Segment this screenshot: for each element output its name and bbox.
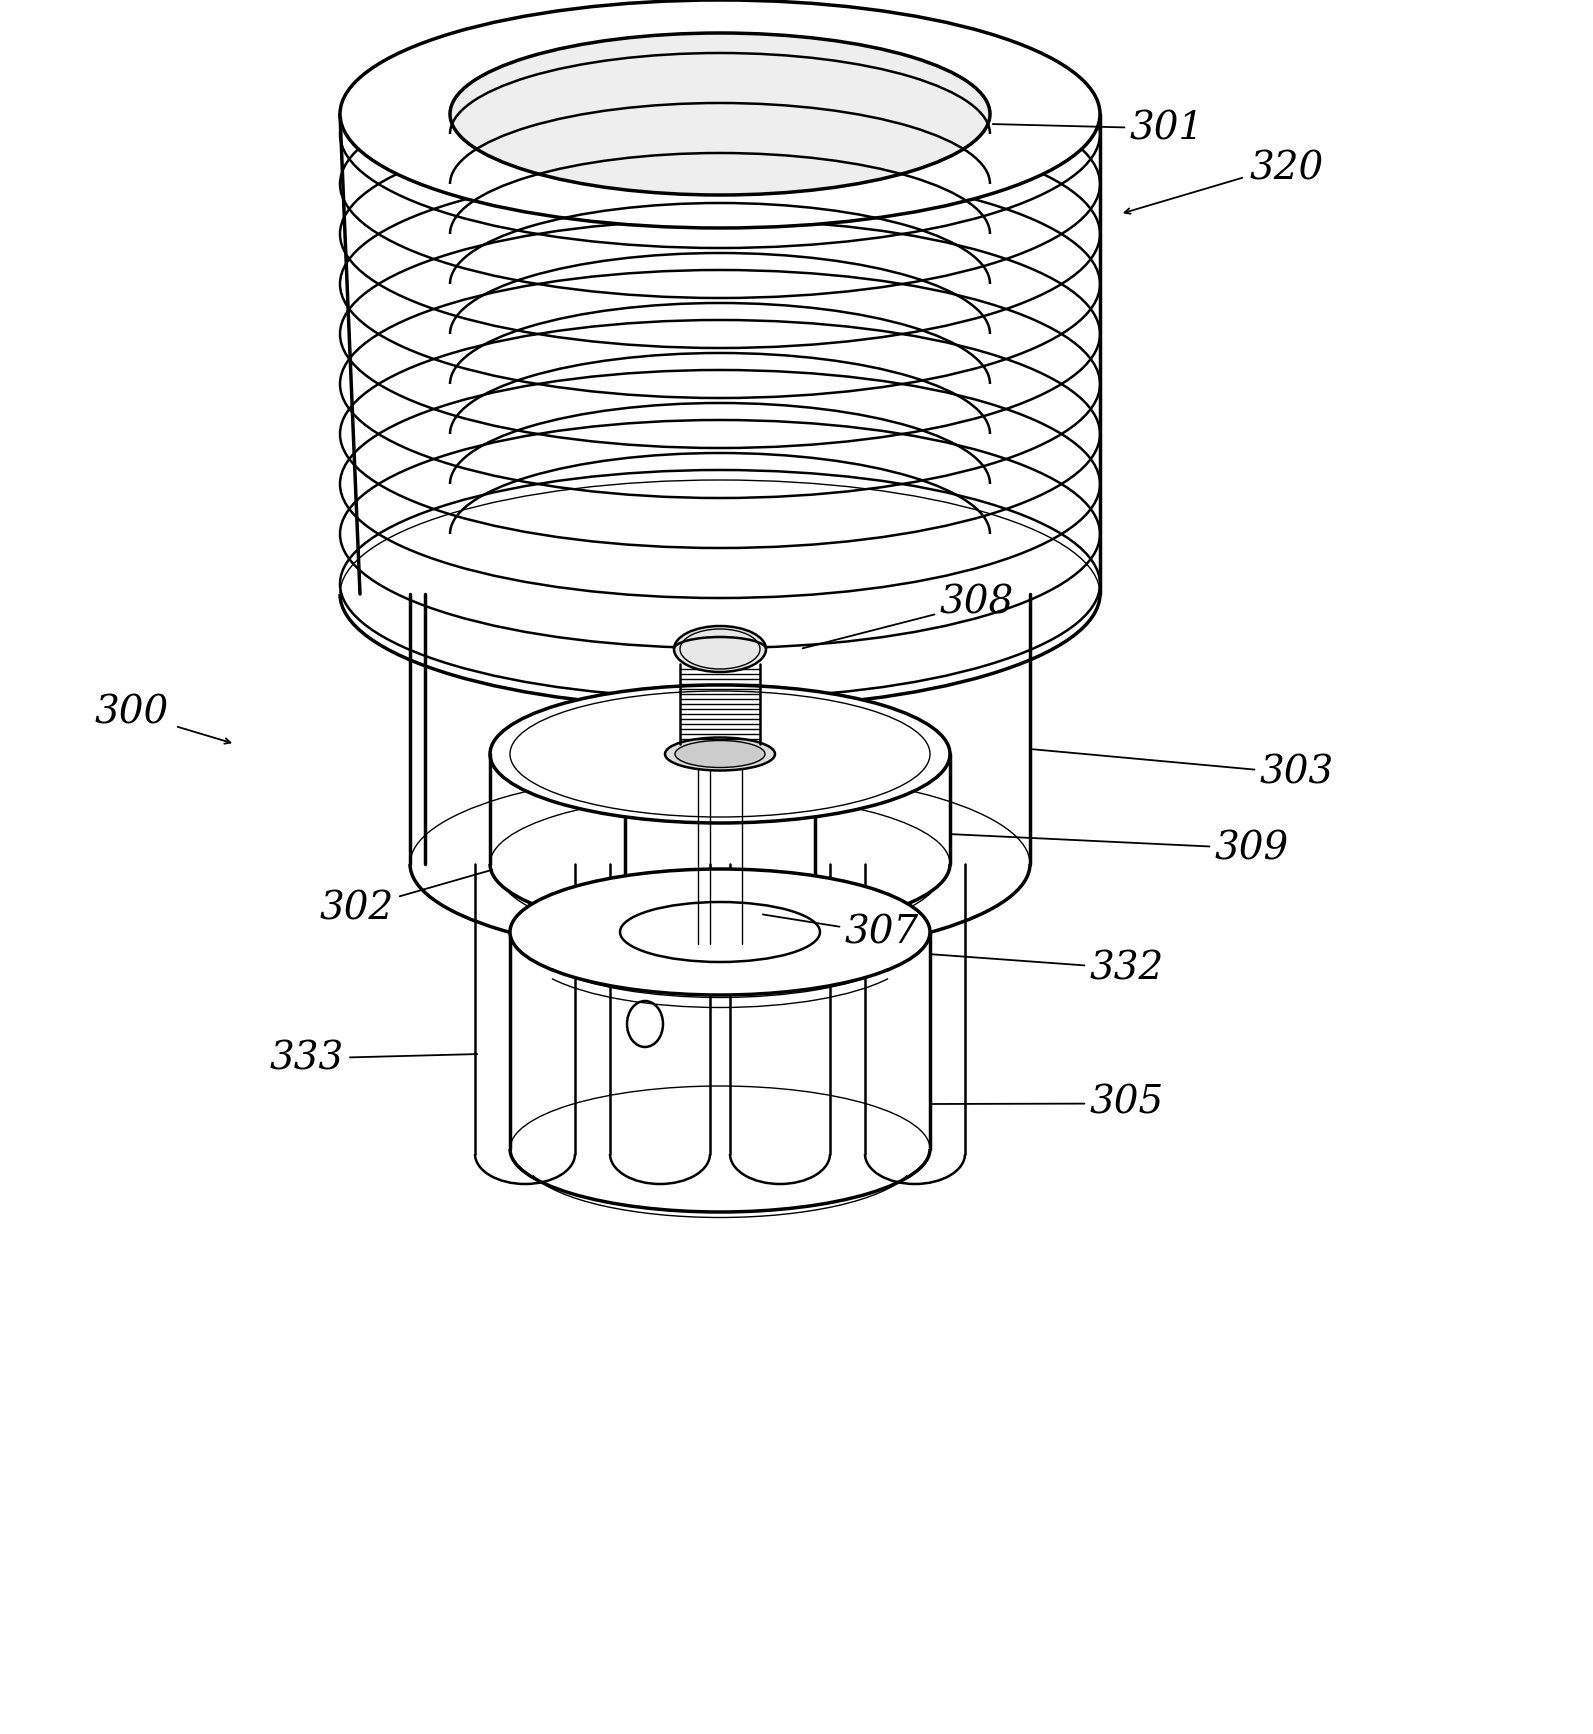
Text: 309: 309 [951, 831, 1289, 867]
Text: 332: 332 [930, 950, 1164, 987]
Text: 307: 307 [763, 914, 919, 952]
Ellipse shape [491, 685, 949, 824]
Text: 301: 301 [992, 109, 1204, 147]
Ellipse shape [674, 626, 766, 673]
Ellipse shape [413, 772, 1027, 955]
Ellipse shape [510, 869, 930, 995]
Ellipse shape [675, 740, 765, 768]
Text: 305: 305 [933, 1085, 1164, 1122]
Ellipse shape [513, 870, 927, 994]
Text: 320: 320 [1251, 151, 1324, 187]
Ellipse shape [664, 737, 776, 770]
Text: 302: 302 [320, 870, 492, 928]
Ellipse shape [449, 33, 989, 194]
Text: 303: 303 [1032, 749, 1335, 792]
Text: 333: 333 [269, 1040, 478, 1077]
Ellipse shape [492, 687, 946, 822]
Text: 308: 308 [803, 584, 1015, 649]
Text: 300: 300 [96, 695, 169, 732]
Ellipse shape [339, 0, 1101, 227]
